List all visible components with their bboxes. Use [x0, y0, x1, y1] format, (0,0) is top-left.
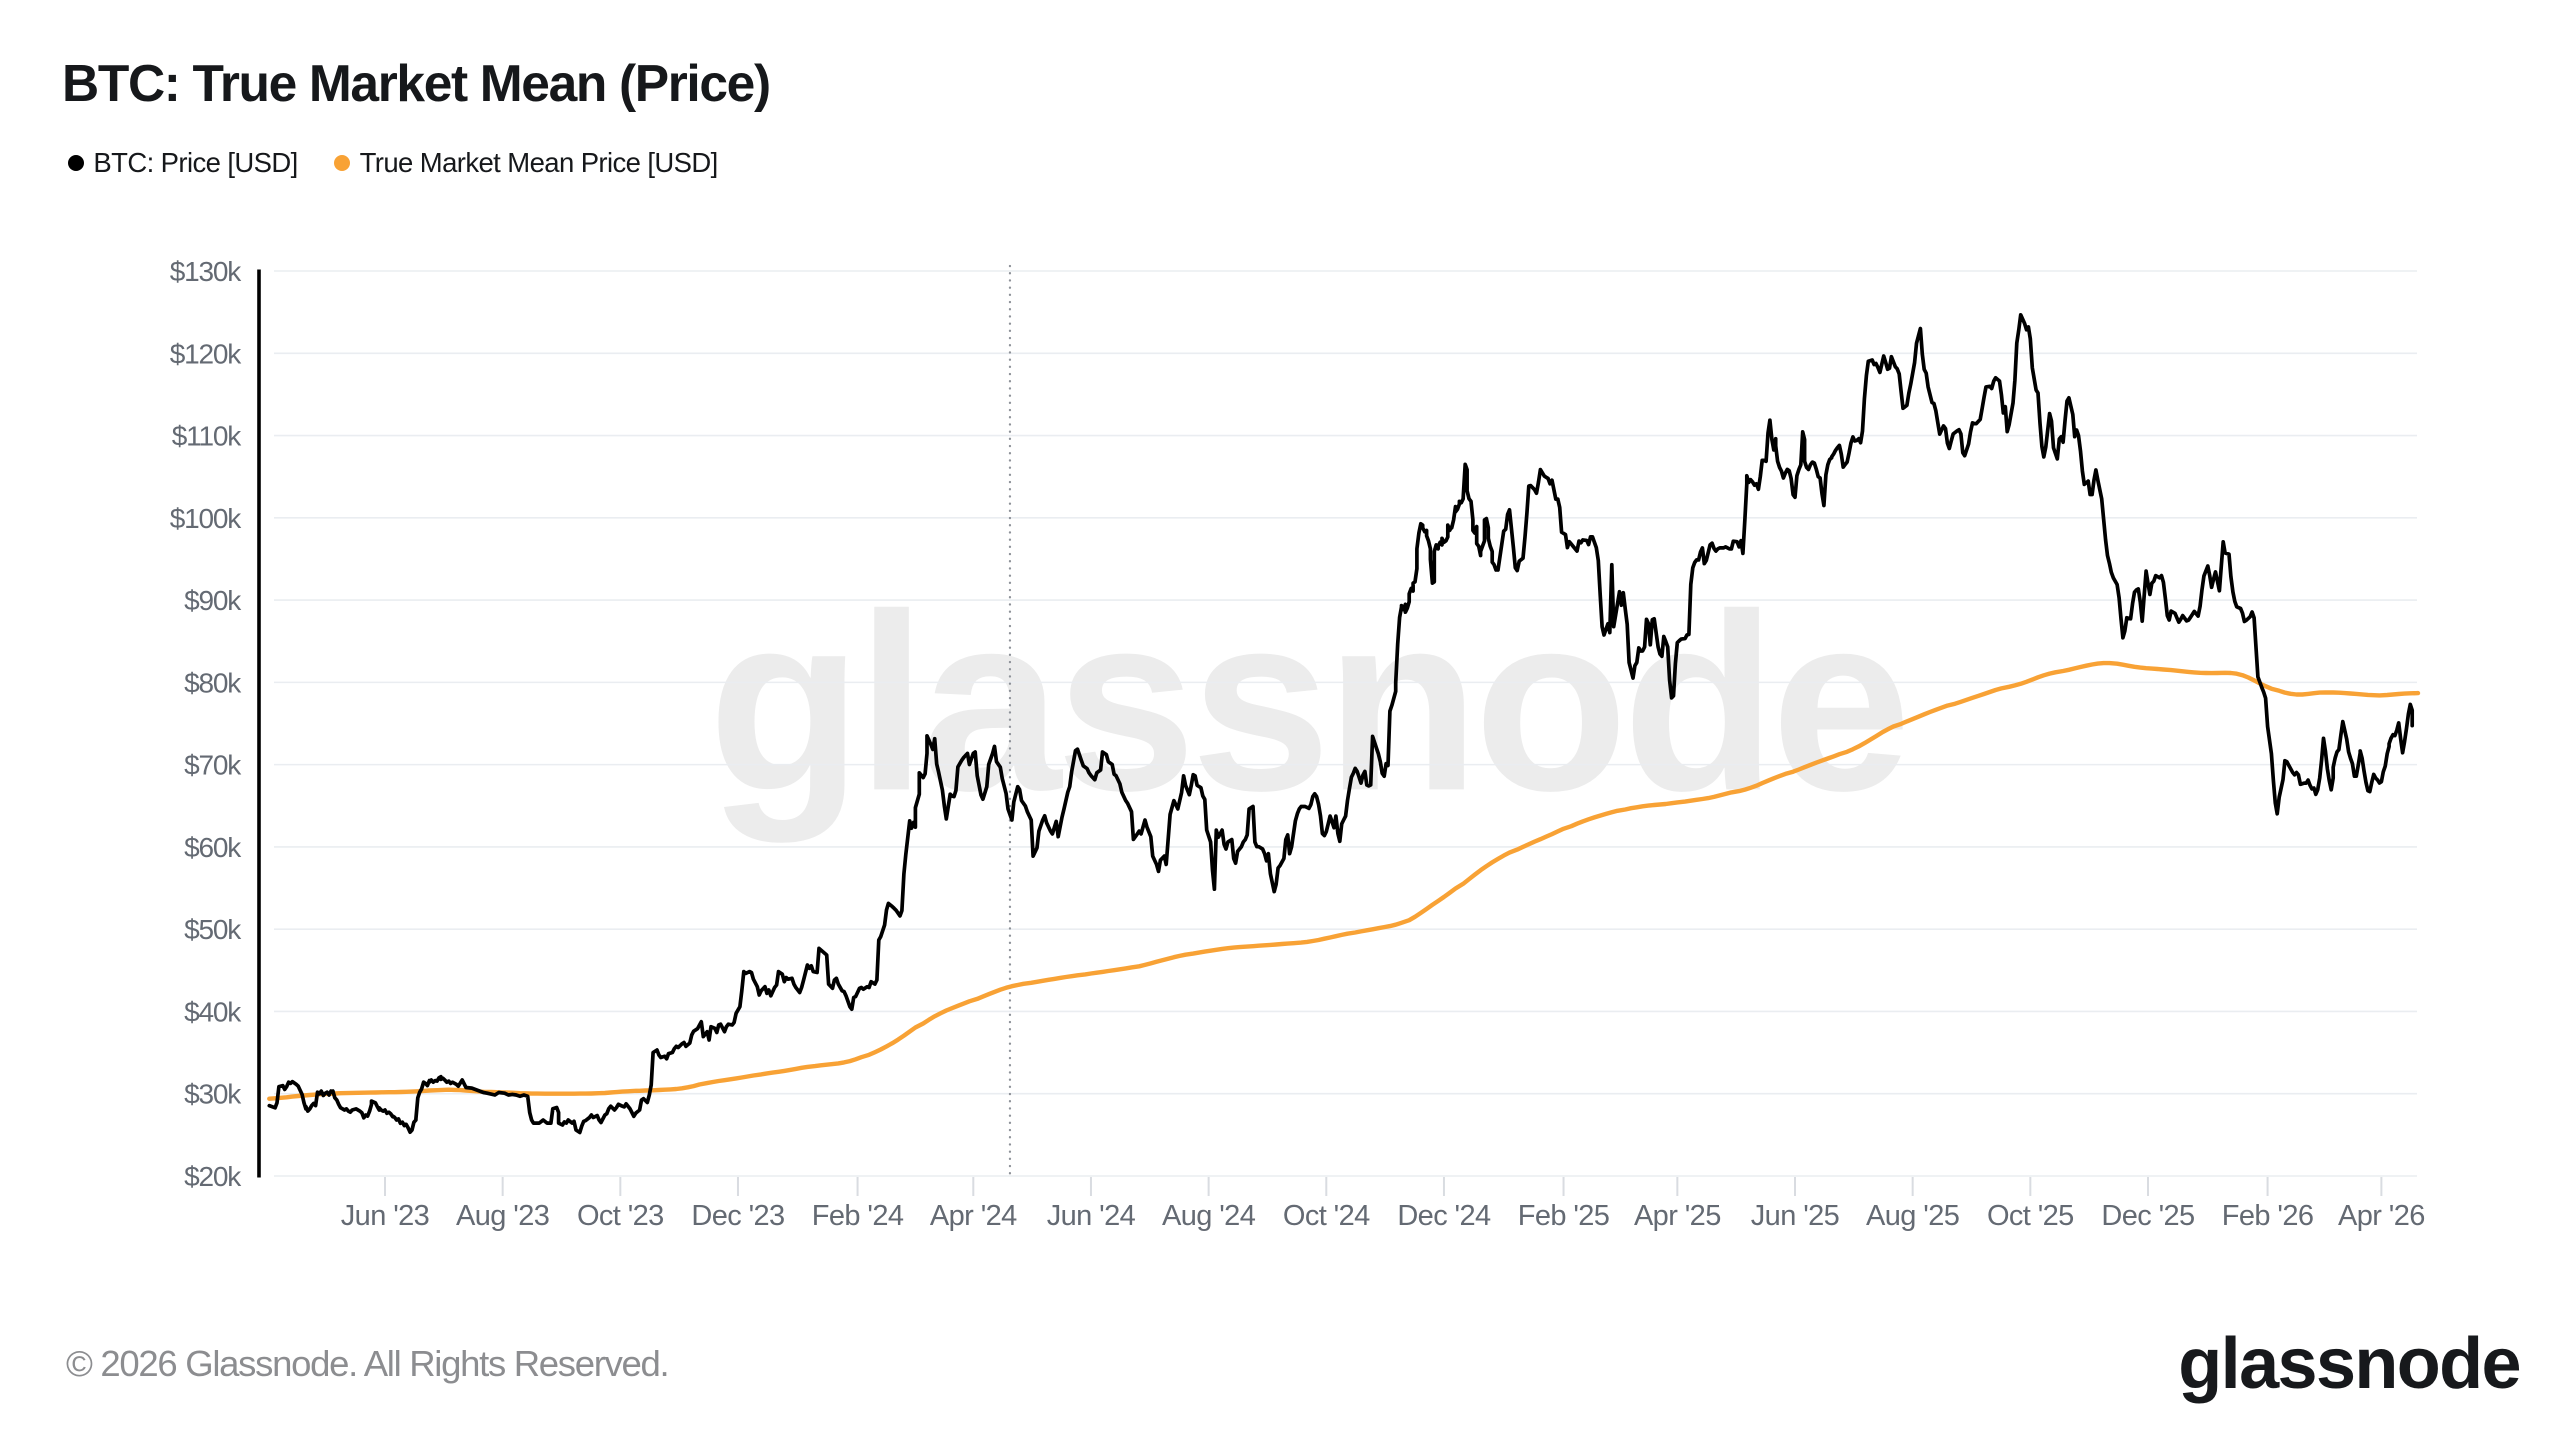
x-tick-label: Dec '23 — [691, 1200, 784, 1232]
y-tick-label: $60k — [184, 832, 242, 863]
y-axis-labels: $20k $30k $40k $50k $60k $70k $80k $90k $100k $11… — [170, 256, 244, 1192]
footer-copyright: © 2026 Glassnode. All Rights Reserved. — [66, 1342, 670, 1384]
x-axis-labels: Jun '23 Aug '23 Oct '23 Dec '23 Feb '24 Apr '… — [341, 1177, 2425, 1232]
legend-dot-true-market-mean-icon — [333, 154, 351, 172]
y-tick-label: $120k — [170, 338, 242, 369]
x-tick-label: Dec '25 — [2101, 1200, 2194, 1232]
gridlines — [274, 270, 2417, 1177]
legend-dot-btc-price-icon — [67, 154, 84, 172]
x-tick-label: Oct '23 — [577, 1200, 664, 1232]
x-tick-label: Feb '26 — [2222, 1200, 2314, 1232]
x-tick-label: Apr '24 — [930, 1200, 1017, 1232]
legend-label-true-market-mean: True Market Mean Price [USD] — [359, 147, 719, 178]
legend-item-true-market-mean[interactable]: True Market Mean Price [USD] — [333, 147, 719, 179]
legend-item-btc-price[interactable]: BTC: Price [USD] — [67, 147, 298, 179]
y-tick-label: $90k — [184, 585, 242, 616]
y-tick-label: $130k — [170, 256, 242, 287]
chart-title: BTC: True Market Mean (Price) — [62, 54, 771, 113]
glassnode-logo: glassnode — [2178, 1324, 2520, 1404]
x-tick-label: Jun '24 — [1047, 1200, 1136, 1232]
chart-legend: BTC: Price [USD] True Market Mean Price … — [67, 146, 719, 180]
true-market-mean-series-line[interactable] — [267, 660, 2421, 1101]
x-tick-label: Apr '26 — [2338, 1200, 2425, 1232]
y-tick-label: $80k — [184, 667, 242, 698]
x-tick-label: Jun '25 — [1751, 1200, 1839, 1232]
x-tick-label: Feb '25 — [1518, 1200, 1610, 1232]
y-tick-label: $40k — [184, 996, 242, 1027]
y-tick-label: $30k — [184, 1079, 242, 1110]
x-tick-label: Jun '23 — [341, 1200, 429, 1232]
watermark-glassnode: glassnode — [708, 562, 1906, 843]
legend-label-btc-price: BTC: Price [USD] — [93, 147, 298, 178]
x-tick-label: Aug '24 — [1162, 1200, 1256, 1232]
x-tick-label: Dec '24 — [1397, 1200, 1491, 1232]
y-tick-label: $110k — [172, 421, 242, 452]
y-tick-label: $70k — [184, 750, 242, 781]
x-tick-label: Aug '25 — [1866, 1200, 1959, 1232]
x-tick-label: Oct '25 — [1987, 1200, 2074, 1232]
x-tick-label: Aug '23 — [456, 1200, 549, 1232]
y-tick-label: $20k — [184, 1161, 242, 1192]
x-tick-label: Apr '25 — [1634, 1200, 1721, 1232]
btc-price-series-line[interactable] — [267, 312, 2415, 1135]
x-tick-label: Oct '24 — [1283, 1200, 1370, 1232]
x-tick-label: Feb '24 — [812, 1200, 904, 1232]
y-tick-label: $50k — [184, 914, 242, 945]
y-tick-label: $100k — [170, 503, 242, 534]
